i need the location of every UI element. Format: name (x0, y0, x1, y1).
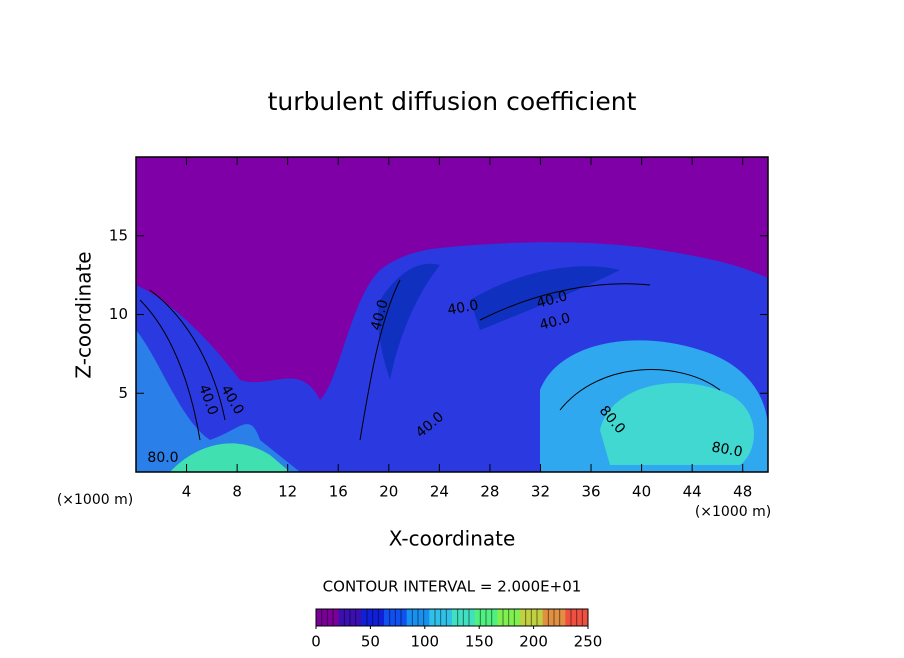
y-tick-label: 15 (109, 226, 128, 244)
x-tick-label: 48 (733, 483, 752, 501)
chart-title: turbulent diffusion coefficient (268, 87, 637, 116)
field-teal (600, 382, 754, 465)
contour-label: 40.0 (535, 288, 569, 312)
colorbar-tick-label: 50 (361, 633, 380, 651)
colorbar-frame (315, 608, 589, 627)
x-tick-label: 4 (182, 483, 192, 501)
colorbar-tick-label: 250 (574, 633, 603, 651)
colorbar-tick-label: 150 (465, 633, 494, 651)
contour-interval: CONTOUR INTERVAL = 2.000E+01 (323, 578, 582, 596)
colorbar-tick-label: 0 (311, 633, 321, 651)
contour-label: 40.0 (368, 298, 392, 332)
y-tick-label: 5 (118, 384, 128, 402)
field (136, 157, 768, 472)
x-tick-label: 16 (329, 483, 348, 501)
y-tick-label: 10 (109, 305, 128, 323)
x-tick-label: 36 (581, 483, 600, 501)
field-lightblue (136, 330, 300, 472)
x-tick-label: 32 (531, 483, 550, 501)
x-tick-label: 20 (379, 483, 398, 501)
field-green (170, 443, 290, 472)
y-axis-label: Z-coordinate (72, 251, 96, 378)
x-tick-label: 8 (232, 483, 242, 501)
contour-label: 80.0 (710, 439, 743, 460)
colorbar-tick-label: 100 (410, 633, 439, 651)
x-unit: (×1000 m) (695, 504, 771, 520)
x-axis-label: X-coordinate (389, 527, 516, 551)
colorbar-tick-label: 200 (519, 633, 548, 651)
x-tick-label: 12 (278, 483, 297, 501)
contour-label: 40.0 (446, 297, 479, 318)
x-tick-label: 28 (480, 483, 499, 501)
x-tick-label: 40 (632, 483, 651, 501)
field-swirl (378, 263, 620, 380)
contour-label: 40.0 (538, 310, 572, 334)
x-tick-label: 44 (683, 483, 702, 501)
contour-line (139, 279, 721, 441)
x-unit: (×1000 m) (57, 492, 133, 508)
contour-label: 80.0 (147, 450, 178, 466)
x-tick-label: 24 (430, 483, 449, 501)
